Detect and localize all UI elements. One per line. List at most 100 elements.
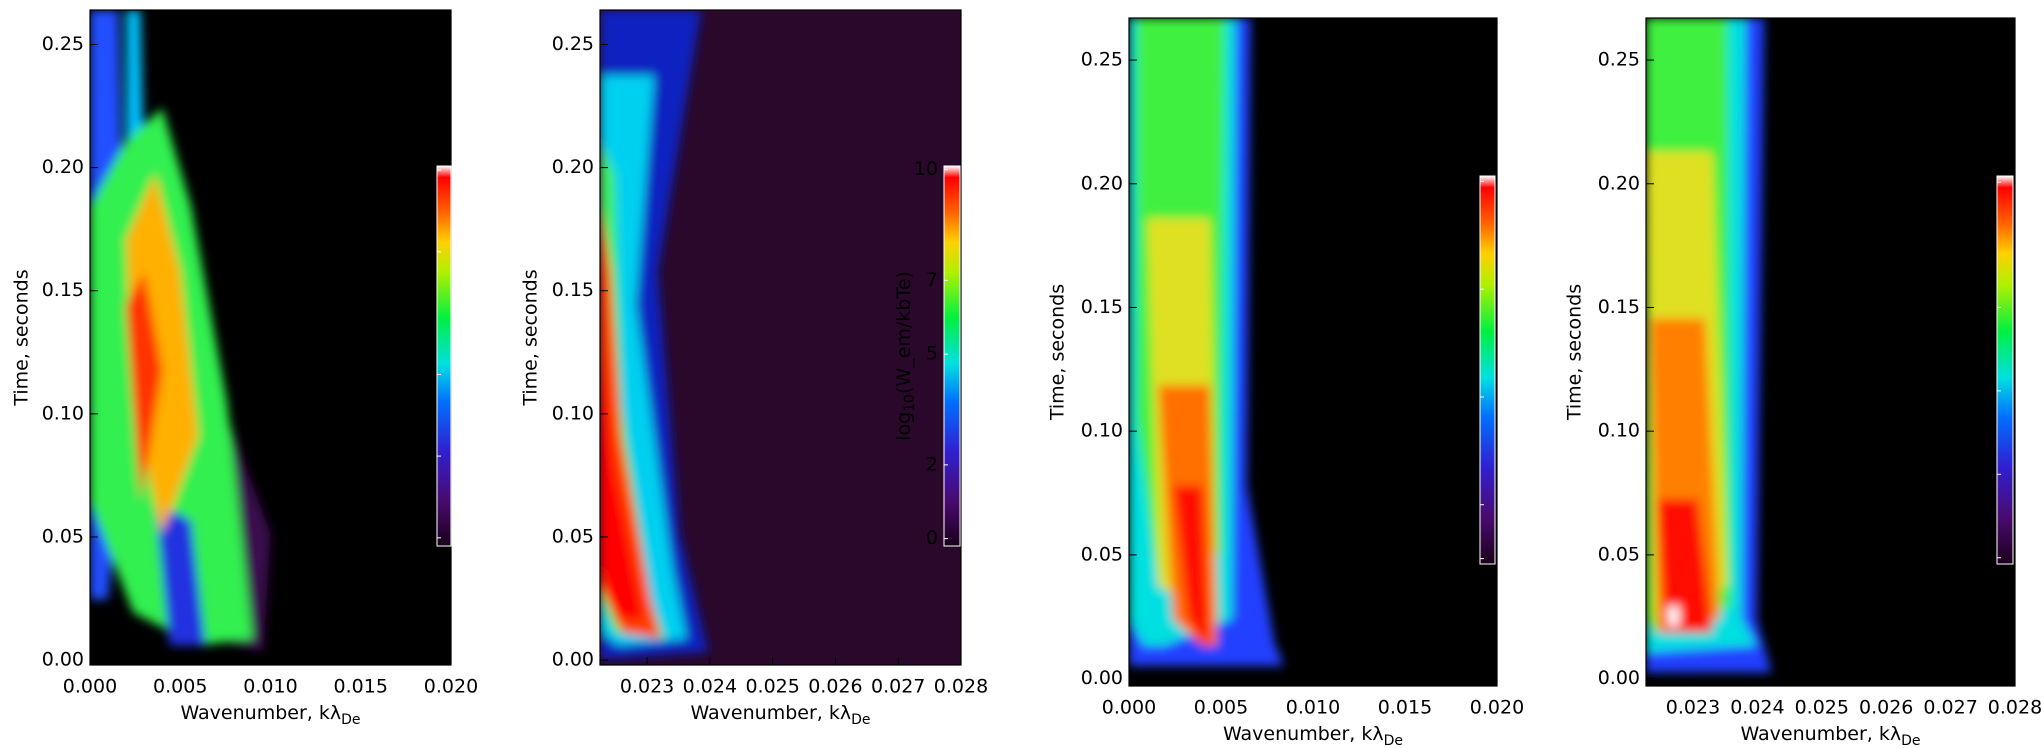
y-tick-label: 0.15 [42, 279, 84, 301]
plot-frame [1645, 17, 2016, 687]
heatmap [600, 10, 961, 665]
x-tick-label: 0.015 [1378, 697, 1432, 719]
plot-frame [599, 9, 962, 666]
colorbar-label-base: log [893, 412, 915, 441]
colorbar-label-sub: 10 [1955, 408, 1971, 426]
x-tick-label: 0.010 [1286, 697, 1340, 719]
colorbar-tick-label: 7 [926, 269, 938, 291]
heatmap-region [126, 272, 163, 502]
colorbar-tick-label: 4 [1979, 379, 1991, 401]
x-axis-label-sub: De [851, 712, 870, 728]
x-axis-label-sub: De [1384, 733, 1403, 748]
colorbar-label-base: log [1429, 426, 1451, 455]
colorbar-tick-label: 9 [419, 159, 431, 181]
heatmap-region [1129, 645, 1284, 666]
colorbar-label-sub: 10 [395, 394, 411, 412]
x-tick-label: 0.023 [1666, 697, 1720, 719]
heatmap-region [600, 337, 644, 620]
colorbar-tick-label: 0 [1979, 546, 1991, 568]
x-tick-label: 0.024 [1730, 697, 1784, 719]
x-tick-label: 0.020 [424, 676, 478, 698]
y-tick-label: 0.25 [1081, 49, 1123, 71]
x-tick-label: 0.028 [934, 676, 988, 698]
heatmap-field [90, 10, 271, 652]
x-axis-label: Wavenumber, kλDe [690, 702, 870, 729]
y-tick-label: 0.20 [1598, 172, 1640, 194]
colorbar-tick-label: 9 [1979, 171, 1991, 193]
x-tick-label: 0.005 [153, 676, 207, 698]
x-axis-label-sub: De [1901, 733, 1920, 748]
y-tick-label: 0.05 [42, 525, 84, 547]
y-axis-label: Time, seconds [11, 269, 33, 406]
x-axis-label-text: Wavenumber, kλ [180, 702, 341, 724]
y-tick-label: 0.10 [1598, 420, 1640, 442]
colorbar [1996, 175, 2014, 565]
y-axis-label: Time, seconds [1564, 284, 1586, 421]
x-axis-label: Wavenumber, kλDe [1740, 723, 1920, 748]
y-tick-label: 0.05 [552, 525, 594, 547]
heatmap-region [1173, 485, 1210, 653]
colorbar-tick-label: 5 [926, 343, 938, 365]
x-tick-label: 0.005 [1194, 697, 1248, 719]
x-tick-label: 0.027 [871, 676, 925, 698]
x-axis-label: Wavenumber, kλDe [1223, 723, 1403, 748]
x-tick-label: 0.015 [334, 676, 388, 698]
colorbar [943, 165, 961, 547]
x-tick-label: 0.028 [1988, 697, 2042, 719]
colorbar-label-base: log [386, 412, 408, 441]
y-tick-label: 0.25 [42, 33, 84, 55]
x-tick-label: 0.000 [1102, 697, 1156, 719]
y-tick-label: 0.05 [1081, 543, 1123, 565]
panel: 0.023 0.024 0.025 0.026 0.027 0.028 0.00 0.05 0.… [1564, 17, 2042, 748]
colorbar-label: log10(W_em/kbTe) [1946, 285, 1972, 455]
colorbar-tick-label: 0 [1462, 547, 1474, 569]
x-tick-label: 0.025 [745, 676, 799, 698]
colorbar-tick-label: 7 [1462, 170, 1474, 192]
x-axis-label-text: Wavenumber, kλ [690, 702, 851, 724]
panel: 0.000 0.005 0.010 0.015 0.020 0.00 0.05 0.10 0.1… [11, 9, 478, 729]
colorbar-label-rest: (W_em/kbTe) [893, 271, 915, 394]
y-tick-label: 0.00 [42, 649, 84, 671]
colorbar-label: log10(W_em/kbTe) [386, 271, 412, 441]
y-tick-label: 0.25 [1598, 49, 1640, 71]
x-axis-label: Wavenumber, kλDe [180, 702, 360, 729]
colorbar-label-rest: (W_em/kbTe) [386, 271, 408, 394]
x-tick-label: 0.010 [243, 676, 297, 698]
x-axis-label-sub: De [341, 712, 360, 728]
colorbar [436, 165, 452, 547]
colorbar-label-rest: (W_em/kbTe) [1946, 285, 1968, 408]
colorbar-tick-label: 3 [1462, 385, 1474, 407]
colorbar-tick-label: 7 [419, 240, 431, 262]
heatmap-region [154, 501, 206, 646]
y-tick-label: 0.25 [552, 33, 594, 55]
y-tick-label: 0.20 [552, 156, 594, 178]
colorbar-label-sub: 10 [1438, 408, 1454, 426]
panel: 0.023 0.024 0.025 0.026 0.027 0.028 0.00 0.05 0.… [520, 9, 988, 729]
colorbar-tick-label: 5 [1462, 278, 1474, 300]
colorbar-tick-label: 2 [926, 453, 938, 475]
colorbar-label: log10(W_em/kbTe) [893, 271, 919, 441]
heatmap [1129, 18, 1497, 686]
colorbar-label-base: log [1946, 426, 1968, 455]
colorbar-tick-label: 2 [419, 445, 431, 467]
colorbar-label-sub: 10 [902, 394, 918, 412]
x-tick-label: 0.000 [63, 676, 117, 698]
colorbar-tick-label: 1 [1462, 493, 1474, 515]
panel: 0.000 0.005 0.010 0.015 0.020 0.00 0.05 0.10 0.1… [1047, 17, 1524, 748]
x-tick-label: 0.023 [620, 676, 674, 698]
x-tick-label: 0.027 [1923, 697, 1977, 719]
y-tick-label: 0.00 [1598, 667, 1640, 689]
colorbar-tick-label: 6 [1979, 296, 1991, 318]
y-tick-label: 0.00 [1081, 667, 1123, 689]
y-axis-label: Time, seconds [1047, 284, 1069, 421]
y-tick-label: 0.15 [1598, 296, 1640, 318]
x-axis-label-text: Wavenumber, kλ [1740, 723, 1901, 745]
x-tick-label: 0.020 [1470, 697, 1524, 719]
x-tick-label: 0.025 [1795, 697, 1849, 719]
colorbar-tick-label: 10 [914, 158, 938, 180]
y-tick-label: 0.10 [42, 402, 84, 424]
heatmap-region [1657, 498, 1713, 633]
x-tick-label: 0.024 [683, 676, 737, 698]
heatmap [90, 10, 451, 665]
